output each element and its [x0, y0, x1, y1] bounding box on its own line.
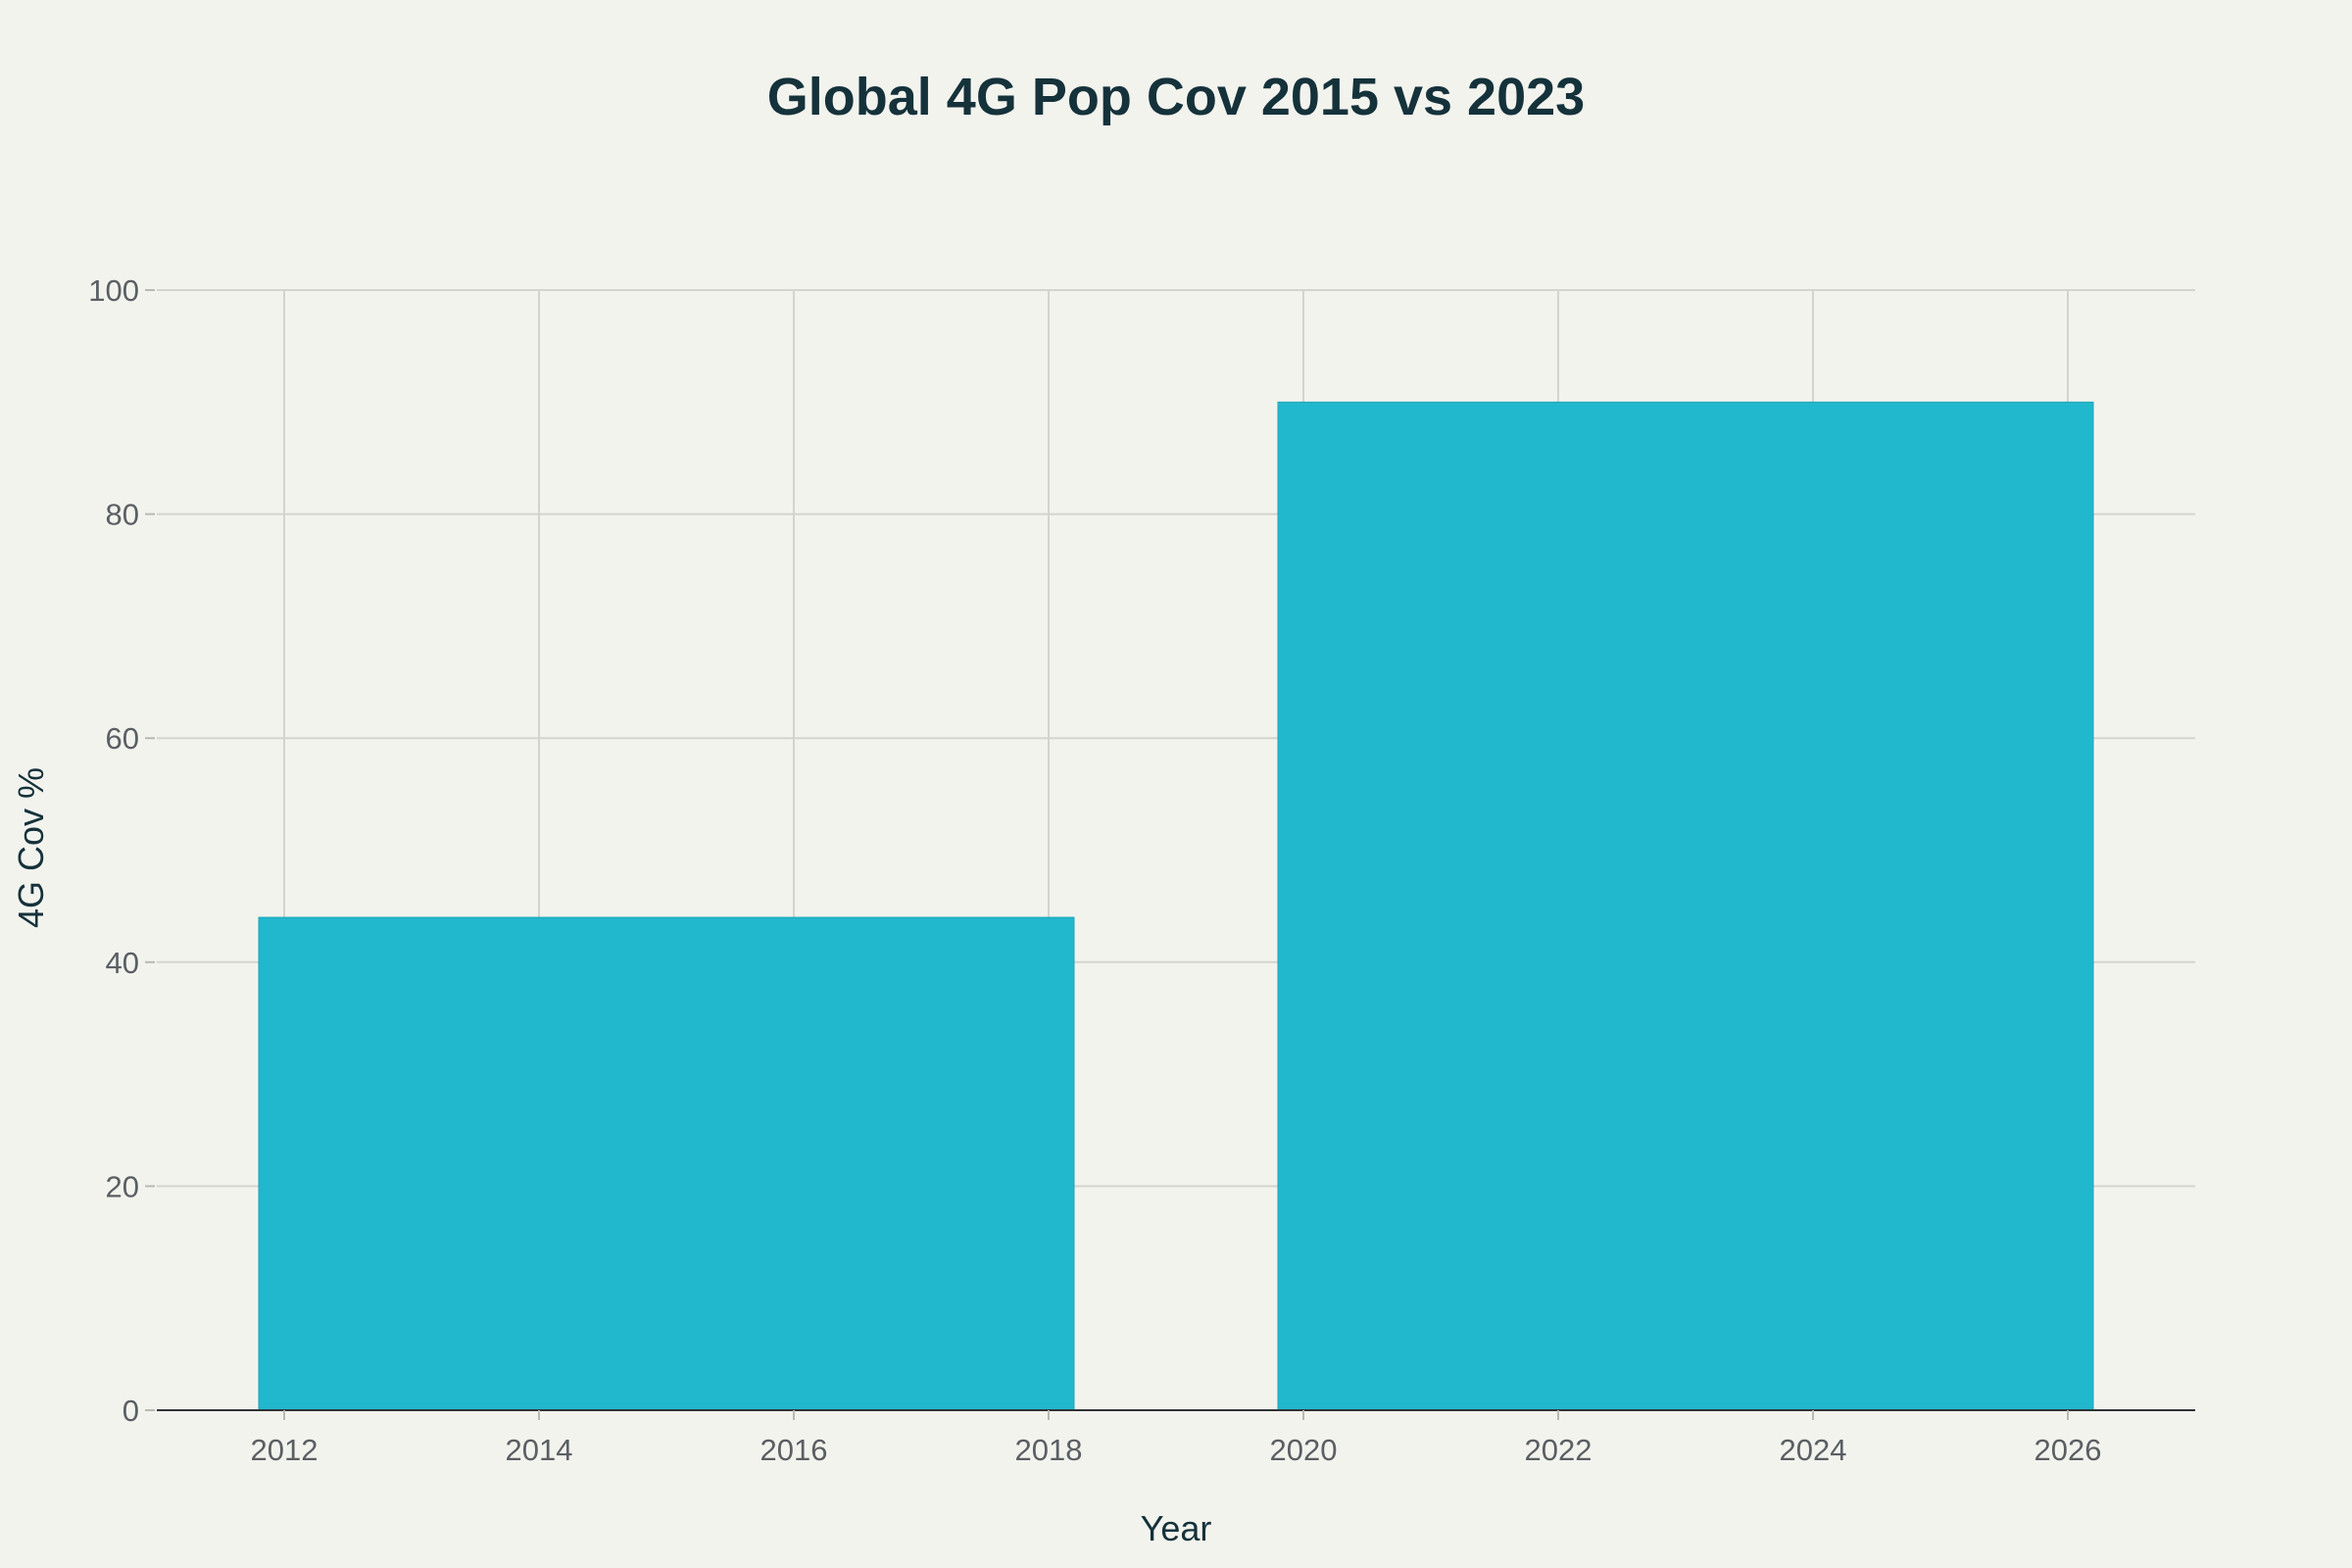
chart-title: Global 4G Pop Cov 2015 vs 2023 — [767, 68, 1585, 126]
y-tick-label: 80 — [106, 498, 139, 532]
x-axis-ticks: 2012 2014 2016 2018 2020 2022 2024 2026 — [251, 1410, 2102, 1467]
y-axis-title: 4G Cov % — [11, 767, 51, 928]
x-tick-label: 2012 — [251, 1433, 318, 1467]
x-tick-label: 2026 — [2034, 1433, 2102, 1467]
y-tick-label: 40 — [106, 946, 139, 980]
y-tick-label: 0 — [122, 1394, 139, 1428]
x-tick-label: 2016 — [760, 1433, 828, 1467]
x-tick-label: 2024 — [1780, 1433, 1847, 1467]
y-tick-label: 60 — [106, 721, 139, 756]
y-tick-label: 20 — [106, 1169, 139, 1203]
x-tick-label: 2014 — [506, 1433, 573, 1467]
y-axis-ticks: 0 20 40 60 80 100 — [88, 273, 155, 1428]
bars — [258, 401, 2094, 1411]
bar-2015 — [258, 916, 1075, 1411]
y-tick-label: 100 — [88, 273, 139, 308]
bar-2023 — [1277, 401, 2094, 1411]
x-tick-label: 2018 — [1015, 1433, 1083, 1467]
x-tick-label: 2022 — [1525, 1433, 1592, 1467]
x-axis-title: Year — [1141, 1508, 1212, 1548]
x-tick-label: 2020 — [1270, 1433, 1338, 1467]
